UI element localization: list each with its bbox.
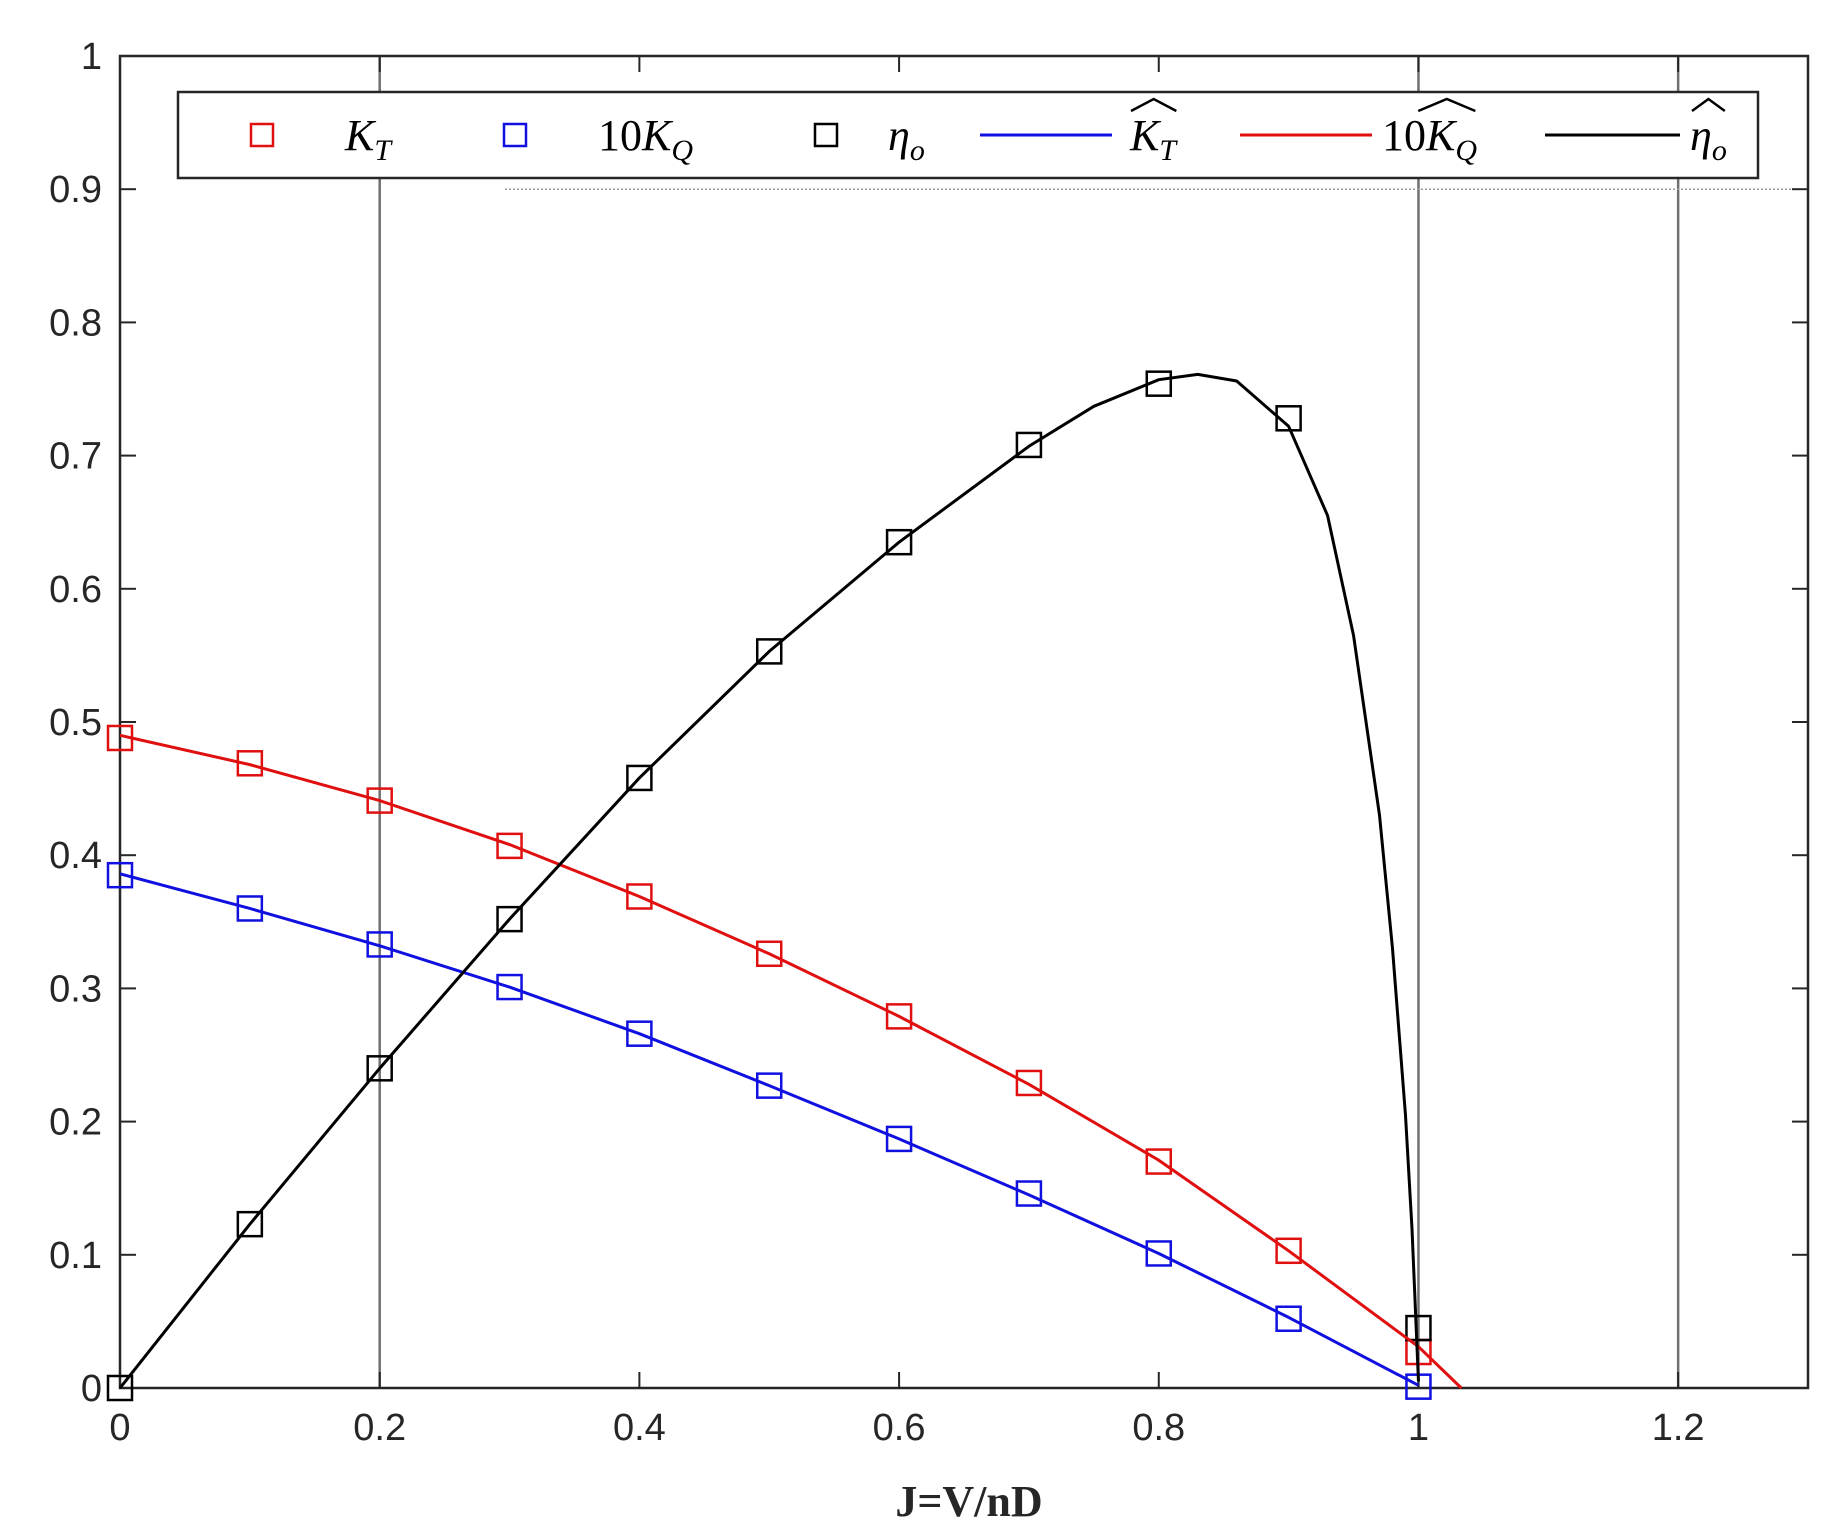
series-1-point-3 (496, 973, 523, 1001)
y-tick-label-7: 0.7 (49, 436, 102, 478)
x-tick-label-1: 0.2 (353, 1407, 406, 1449)
x-tick-label-4: 0.8 (1132, 1407, 1185, 1449)
series-layer (106, 370, 1463, 1402)
series-2-point-9 (1275, 405, 1302, 432)
series-0-point-5 (755, 940, 783, 968)
series-1-point-8 (1145, 1240, 1173, 1267)
series-0-point-8 (1145, 1148, 1173, 1175)
grid-layer (378, 56, 1808, 1388)
legend: KT 10KQ ηo KT 10KQ ηo (176, 90, 1760, 180)
y-tick-label-10: 1 (81, 36, 102, 78)
series-1-point-6 (885, 1125, 913, 1153)
legend-entry-5-hat (1691, 97, 1726, 113)
series-0-point-9 (1275, 1237, 1302, 1265)
series-0-point-3 (496, 832, 523, 860)
series-2-point-6 (885, 528, 913, 556)
y-tick-label-9: 0.9 (49, 169, 102, 211)
series-0-point-7 (1015, 1069, 1043, 1097)
legend-entry-3-hat (1130, 97, 1177, 113)
legend-entry-4-hat (1417, 97, 1476, 113)
series-1-point-1 (236, 895, 264, 922)
y-tick-label-3: 0.3 (49, 968, 102, 1010)
axes-layer: 0 0.2 0.4 0.6 0.8 1 1.2 0 0.1 0.2 0.3 0.4 0.5 0.6 0.7 0… (49, 36, 1810, 1449)
series-2-point-0 (106, 1374, 134, 1402)
series-3-line (119, 872, 1420, 1387)
x-tick-label-0: 0 (109, 1407, 130, 1449)
legend-entry-2-label: ηo (888, 111, 925, 167)
y-tick-label-6: 0.6 (49, 569, 102, 611)
legend-entry-3-label: KT (1129, 111, 1178, 167)
plot-frame (118, 54, 1810, 1390)
y-tick-label-5: 0.5 (49, 702, 102, 744)
series-2-point-3 (496, 905, 523, 933)
series-2-point-7 (1015, 431, 1043, 459)
y-tick-label-0: 0 (81, 1368, 102, 1410)
series-1-point-7 (1015, 1180, 1043, 1207)
x-axis-label: J=V/nD (895, 1477, 1042, 1526)
y-tick-label-1: 0.1 (49, 1235, 102, 1277)
series-4-line (119, 733, 1463, 1390)
series-0-point-4 (626, 883, 653, 910)
y-tick-label-8: 0.8 (49, 302, 102, 344)
legend-entry-4-label: 10KQ (1382, 111, 1477, 167)
y-tick-label-4: 0.4 (49, 835, 102, 877)
series-2-point-10 (1405, 1314, 1432, 1342)
series-1-point-0 (106, 861, 134, 889)
legend-entry-5-label: ηo (1690, 111, 1727, 167)
x-tick-label-6: 1.2 (1652, 1407, 1705, 1449)
series-2-point-1 (236, 1210, 264, 1238)
x-tick-label-5: 1 (1408, 1407, 1429, 1449)
legend-entry-1-label: 10KQ (598, 111, 693, 167)
series-1-point-9 (1275, 1305, 1302, 1332)
legend-box (176, 90, 1760, 180)
legend-entry-0-marker (249, 122, 275, 148)
series-2-point-5 (755, 638, 783, 665)
x-tick-label-2: 0.4 (613, 1407, 666, 1449)
series-2-point-4 (626, 764, 653, 792)
series-1-point-2 (366, 931, 393, 958)
series-5-line (118, 372, 1420, 1389)
series-2-point-2 (366, 1055, 393, 1082)
legend-entry-1-marker (502, 122, 528, 148)
legend-entry-2-marker (813, 122, 839, 148)
series-1-point-4 (626, 1020, 653, 1047)
legend-entry-0-label: KT (344, 111, 393, 167)
series-0-point-6 (885, 1003, 913, 1030)
x-tick-label-3: 0.6 (873, 1407, 926, 1449)
series-1-point-5 (755, 1072, 783, 1099)
y-tick-label-2: 0.2 (49, 1102, 102, 1144)
series-0-point-2 (366, 787, 393, 814)
